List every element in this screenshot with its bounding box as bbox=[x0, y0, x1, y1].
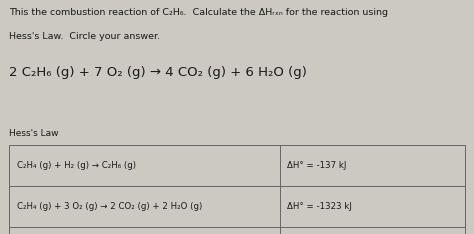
Text: 2 C₂H₆ (g) + 7 O₂ (g) → 4 CO₂ (g) + 6 H₂O (g): 2 C₂H₆ (g) + 7 O₂ (g) → 4 CO₂ (g) + 6 H₂… bbox=[9, 66, 307, 79]
Text: ΔH° = -1323 kJ: ΔH° = -1323 kJ bbox=[287, 202, 352, 211]
Text: C₂H₄ (g) + 3 O₂ (g) → 2 CO₂ (g) + 2 H₂O (g): C₂H₄ (g) + 3 O₂ (g) → 2 CO₂ (g) + 2 H₂O … bbox=[17, 202, 202, 211]
Text: ΔH° = -137 kJ: ΔH° = -137 kJ bbox=[287, 161, 346, 170]
Text: Hess's Law: Hess's Law bbox=[9, 129, 59, 138]
Text: C₂H₄ (g) + H₂ (g) → C₂H₆ (g): C₂H₄ (g) + H₂ (g) → C₂H₆ (g) bbox=[17, 161, 136, 170]
Text: This the combustion reaction of C₂H₆.  Calculate the ΔHᵣₓₙ for the reaction usin: This the combustion reaction of C₂H₆. Ca… bbox=[9, 8, 389, 17]
Bar bbox=[9, 145, 465, 234]
Text: Hess's Law.  Circle your answer.: Hess's Law. Circle your answer. bbox=[9, 32, 161, 40]
